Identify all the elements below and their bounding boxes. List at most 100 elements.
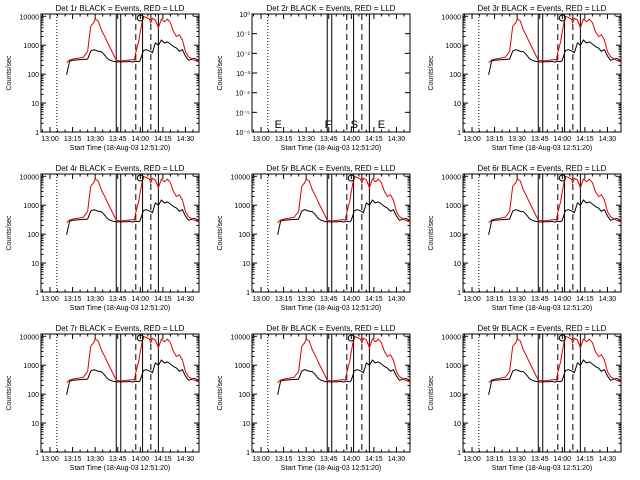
y-tick-label: 100: [449, 392, 461, 399]
plot-frame: [251, 333, 411, 453]
x-tick-label: 14:00: [554, 456, 572, 463]
x-tick-label: 13:45: [320, 296, 338, 303]
x-tick-label: 14:00: [343, 456, 361, 463]
x-tick-label: 14:30: [177, 296, 195, 303]
x-tick-label: 13:45: [531, 136, 549, 143]
y-tick-label: 10000: [442, 14, 462, 21]
panel-title: Det 2r BLACK = Events, RED = LLD: [267, 4, 396, 13]
x-axis-label: Start Time (18-Aug-03 12:51:20): [70, 145, 170, 152]
y-axis-label: Counts/sec: [428, 215, 435, 251]
x-tick-label: 13:45: [320, 136, 338, 143]
x-axis-label: Start Time (18-Aug-03 12:51:20): [281, 145, 381, 152]
flag-letter: S: [351, 119, 358, 131]
y-tick-label: 10000: [231, 334, 251, 341]
series-lld-line: [66, 15, 200, 63]
y-tick-label: 1: [246, 290, 250, 297]
x-tick-label: 14:00: [343, 296, 361, 303]
saa-marker-circle: [347, 174, 355, 182]
x-tick-label: 14:15: [365, 136, 383, 143]
plot-frame: [40, 13, 200, 133]
x-tick-label: 13:15: [275, 456, 293, 463]
x-tick-label: 13:30: [508, 456, 526, 463]
y-tick-label: 10⁰: [239, 11, 250, 19]
saa-marker-circle: [347, 334, 355, 342]
panel-det-7: Det 7r BLACK = Events, RED = LLD 1 10 100 10…: [6, 324, 200, 472]
series-lld-line: [277, 175, 411, 223]
y-tick-label: 10000: [442, 174, 462, 181]
y-axis-label: Counts/sec: [217, 55, 224, 91]
y-tick-label: 100: [238, 232, 250, 239]
x-tick-label: 14:15: [576, 456, 594, 463]
series-events-line: [488, 199, 622, 235]
x-tick-label: 13:15: [64, 456, 82, 463]
x-axis-label: Start Time (18-Aug-03 12:51:20): [492, 465, 592, 472]
panel-det-4: Det 4r BLACK = Events, RED = LLD 1 10 100 10…: [6, 164, 200, 312]
series-lld-line: [488, 175, 622, 223]
panel-det-3: Det 3r BLACK = Events, RED = LLD 1 10 100 10…: [428, 4, 622, 152]
flag-letter: E: [378, 119, 385, 131]
x-tick-label: 13:30: [86, 456, 104, 463]
y-tick-label: 1000: [234, 203, 250, 210]
x-tick-label: 13:00: [41, 136, 59, 143]
y-axis-label: Counts/sec: [428, 375, 435, 411]
x-tick-label: 13:30: [508, 296, 526, 303]
y-tick-label: 10000: [20, 334, 40, 341]
panel-det-9: Det 9r BLACK = Events, RED = LLD 1 10 100 10…: [428, 324, 622, 472]
x-tick-label: 14:30: [388, 456, 406, 463]
panel-det-1: Det 1r BLACK = Events, RED = LLD 1 10 100 10…: [6, 4, 200, 152]
y-tick-label: 10000: [20, 174, 40, 181]
y-tick-label: 1: [35, 290, 39, 297]
saa-marker-circle: [136, 174, 144, 182]
y-tick-label: 10: [242, 261, 250, 268]
x-tick-label: 13:15: [486, 456, 504, 463]
x-tick-label: 14:30: [388, 296, 406, 303]
plot-frame: [462, 13, 622, 133]
y-tick-label: 10⁻⁶: [236, 130, 250, 137]
y-axis-label: Counts/sec: [217, 215, 224, 251]
x-tick-label: 13:00: [252, 136, 270, 143]
panel-det-8: Det 8r BLACK = Events, RED = LLD 1 10 100 10…: [217, 324, 411, 472]
y-tick-label: 10: [31, 421, 39, 428]
y-tick-label: 100: [449, 232, 461, 239]
panel-title: Det 4r BLACK = Events, RED = LLD: [56, 164, 185, 173]
x-tick-label: 13:15: [64, 296, 82, 303]
x-tick-label: 14:15: [154, 136, 172, 143]
plot-frame: [251, 13, 411, 133]
x-tick-label: 13:30: [508, 136, 526, 143]
y-tick-label: 10000: [231, 174, 251, 181]
y-tick-label: 100: [27, 392, 39, 399]
y-tick-label: 10⁻³: [236, 71, 250, 78]
x-tick-label: 13:00: [463, 456, 481, 463]
plot-frame: [462, 333, 622, 453]
y-tick-label: 1000: [23, 203, 39, 210]
x-tick-label: 13:45: [320, 456, 338, 463]
plot-frame: [251, 173, 411, 293]
y-tick-label: 10000: [442, 334, 462, 341]
saa-marker-circle: [558, 334, 566, 342]
y-tick-label: 10: [453, 101, 461, 108]
panel-title: Det 8r BLACK = Events, RED = LLD: [267, 324, 396, 333]
y-tick-label: 1000: [445, 43, 461, 50]
x-tick-label: 14:30: [177, 456, 195, 463]
x-tick-label: 14:15: [576, 296, 594, 303]
y-tick-label: 100: [238, 392, 250, 399]
x-tick-label: 13:45: [109, 136, 127, 143]
x-tick-label: 13:00: [252, 456, 270, 463]
panel-det-2: Det 2r BLACK = Events, RED = LLD 10⁻⁶ 10⁻⁵…: [217, 4, 411, 152]
x-tick-label: 13:00: [252, 296, 270, 303]
panel-title: Det 6r BLACK = Events, RED = LLD: [478, 164, 607, 173]
x-axis-label: Start Time (18-Aug-03 12:51:20): [70, 465, 170, 472]
panel-title: Det 5r BLACK = Events, RED = LLD: [267, 164, 396, 173]
y-tick-label: 1000: [23, 43, 39, 50]
x-tick-label: 14:15: [365, 456, 383, 463]
x-axis-label: Start Time (18-Aug-03 12:51:20): [281, 465, 381, 472]
x-tick-label: 14:00: [132, 136, 150, 143]
series-events-line: [66, 39, 200, 75]
y-tick-label: 1: [35, 450, 39, 457]
x-tick-label: 13:15: [486, 136, 504, 143]
y-tick-label: 100: [449, 72, 461, 79]
plot-frame: [462, 173, 622, 293]
x-tick-label: 14:30: [388, 136, 406, 143]
panel-title: Det 1r BLACK = Events, RED = LLD: [56, 4, 185, 13]
